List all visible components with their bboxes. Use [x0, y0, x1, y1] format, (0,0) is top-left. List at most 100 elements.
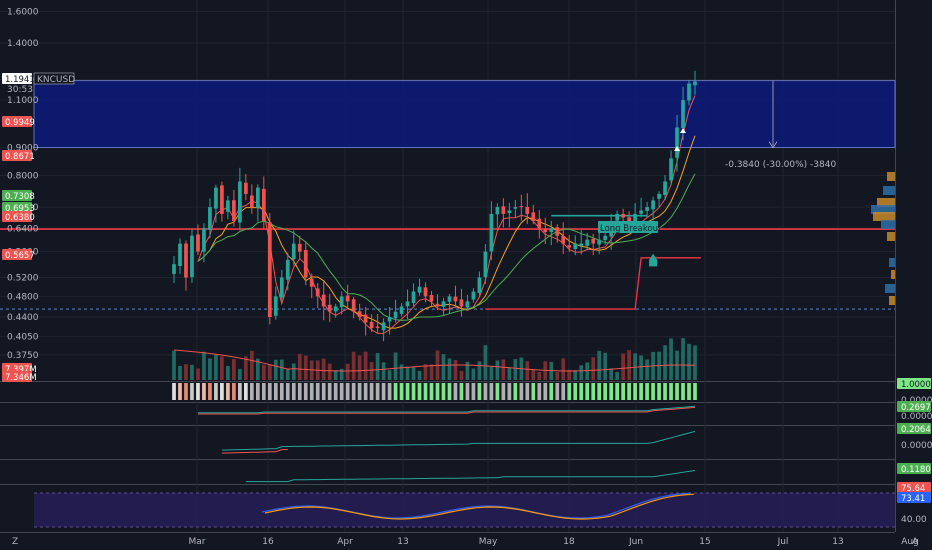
candle-47 — [453, 296, 458, 302]
price-badge-bg-6 — [2, 249, 32, 260]
candle-10 — [232, 200, 236, 222]
volume-bar-3 — [190, 364, 194, 380]
candle-23 — [309, 278, 314, 287]
momentum-bar-10 — [232, 383, 236, 400]
candle-12 — [244, 182, 248, 194]
momentum-bar-34 — [375, 383, 380, 400]
momentum-bar-35 — [381, 383, 386, 400]
volume-profile-2 — [877, 198, 895, 207]
volume-bar-47 — [453, 360, 458, 380]
candle-58 — [519, 206, 524, 208]
momentum-bar-22 — [303, 383, 308, 400]
candle-7 — [214, 187, 218, 209]
candle-86 — [687, 83, 691, 101]
volume-bar-22 — [303, 355, 308, 380]
volume-bar-5 — [202, 351, 206, 380]
candle-19 — [285, 259, 290, 280]
footer-right-icon: A — [912, 537, 919, 547]
momentum-bar-68 — [579, 383, 584, 400]
momentum-bar-42 — [423, 383, 428, 400]
momentum-bar-63 — [549, 383, 554, 400]
volume-bar-71 — [597, 350, 602, 380]
measure-label: -0.3840 (-30.00%) -3840 — [725, 160, 836, 170]
candle-6 — [208, 207, 212, 230]
candle-66 — [567, 245, 572, 248]
momentum-bar-14 — [255, 383, 260, 400]
candle-29 — [345, 295, 350, 302]
volume-bar-8 — [220, 356, 224, 380]
candle-69 — [585, 239, 590, 246]
momentum-bar-50 — [471, 383, 476, 400]
price-badge-bg-8 — [2, 371, 32, 382]
momentum-bar-2 — [184, 383, 188, 400]
candle-54 — [495, 207, 500, 215]
volume-profile-1 — [883, 186, 895, 195]
volume-profile-6 — [887, 232, 895, 241]
momentum-bar-55 — [501, 383, 506, 400]
volume-bar-51 — [477, 361, 482, 380]
volume-bar-16 — [267, 364, 272, 380]
volume-bar-41 — [417, 370, 422, 380]
candle-46 — [447, 296, 452, 302]
right-label-4: 0.2064 — [901, 425, 931, 435]
price-badge-2: 0.8671 — [5, 152, 35, 162]
momentum-bar-77 — [633, 383, 637, 400]
signal-label: Long Breakout — [600, 224, 662, 234]
candle-60 — [531, 212, 536, 222]
volume-bar-76 — [627, 350, 631, 380]
momentum-bar-82 — [663, 383, 667, 400]
volume-bar-50 — [471, 368, 476, 380]
momentum-bar-39 — [405, 383, 410, 400]
volume-bar-0 — [172, 350, 176, 380]
price-badge-5: 0.6380 — [5, 213, 35, 223]
momentum-bar-28 — [339, 383, 344, 400]
volume-bar-15 — [261, 364, 266, 380]
candle-43 — [429, 295, 434, 302]
momentum-bar-47 — [453, 383, 458, 400]
symbol-tag-bg — [33, 72, 75, 85]
candle-64 — [555, 227, 560, 236]
right-label-8: 73.41 — [901, 494, 925, 504]
right-badge-bg-0 — [897, 378, 931, 389]
candle-22 — [303, 250, 308, 278]
momentum-bar-31 — [357, 383, 362, 400]
osc2-line-red — [221, 449, 288, 454]
candle-17 — [273, 296, 278, 316]
candle-62 — [543, 228, 548, 233]
momentum-bar-53 — [489, 383, 494, 400]
momentum-bar-4 — [196, 383, 200, 400]
price-badge-1: 0.9949 — [5, 118, 35, 128]
momentum-bar-56 — [507, 383, 512, 400]
x-tick-1: 16 — [262, 537, 274, 547]
volume-bar-25 — [321, 358, 326, 380]
candle-4 — [196, 234, 200, 252]
volume-bar-83 — [669, 338, 673, 380]
volume-bar-79 — [645, 359, 649, 380]
volume-bar-32 — [363, 351, 368, 380]
volume-bar-57 — [513, 359, 518, 380]
momentum-bar-37 — [393, 383, 398, 400]
volume-bar-11 — [238, 369, 242, 380]
candle-18 — [279, 277, 284, 298]
volume-bar-55 — [501, 359, 506, 380]
candle-1 — [178, 243, 182, 267]
momentum-bar-6 — [208, 383, 212, 400]
volume-bar-43 — [429, 364, 434, 380]
volume-bar-27 — [333, 370, 338, 380]
y-tick-11: 0.4400 — [7, 313, 39, 323]
momentum-bar-11 — [238, 383, 242, 400]
momentum-bar-57 — [513, 383, 518, 400]
ma-fast — [197, 95, 696, 334]
ma-slow — [197, 173, 696, 321]
right-label-3: 0.0000 — [901, 412, 932, 422]
volume-bar-30 — [351, 351, 356, 380]
x-tick-7: 15 — [699, 537, 710, 547]
volume-bar-72 — [603, 352, 608, 380]
momentum-bar-67 — [573, 383, 578, 400]
volume-bar-74 — [615, 371, 620, 380]
momentum-bar-7 — [214, 383, 218, 400]
volume-bar-78 — [639, 355, 643, 380]
signal-label-bg — [598, 221, 658, 233]
